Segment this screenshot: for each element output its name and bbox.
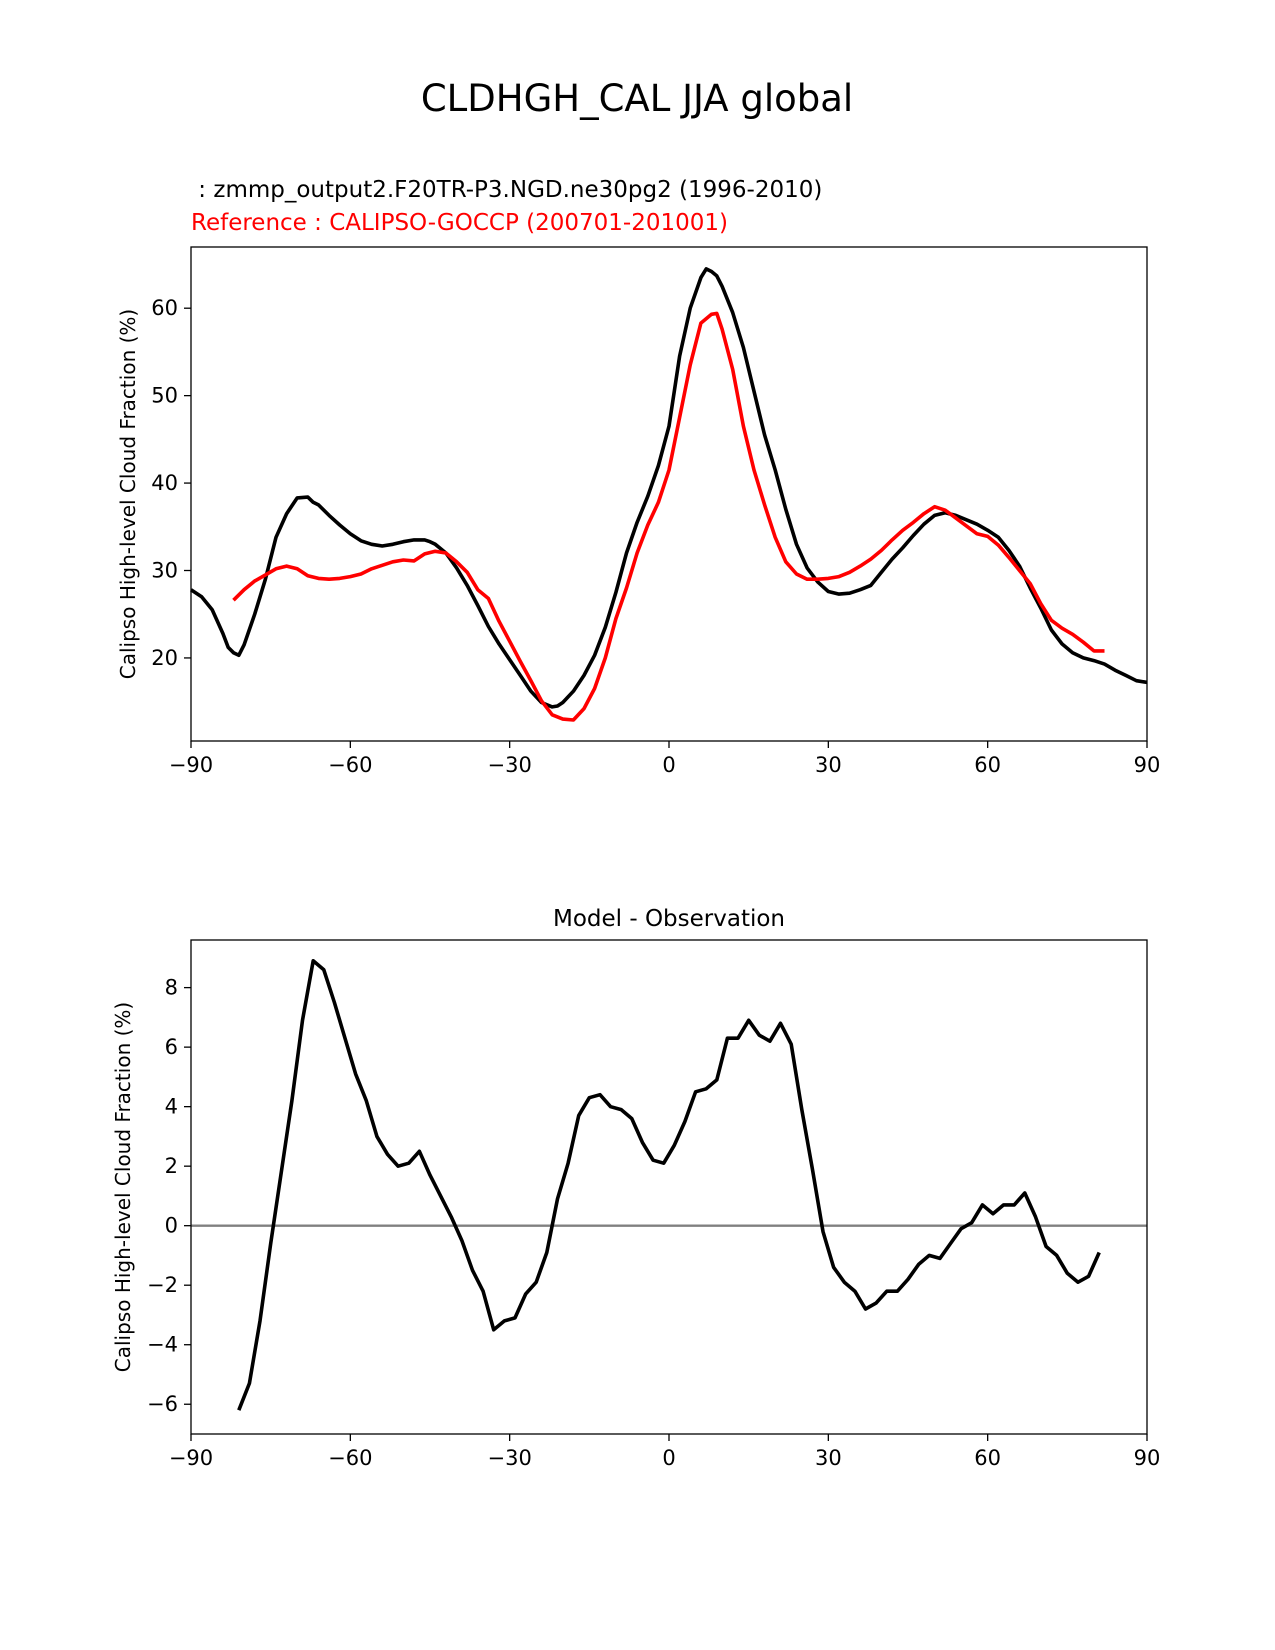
y-tick-label: 50 bbox=[151, 384, 178, 408]
top-line-panel: : zmmp_output2.F20TR-P3.NGD.ne30pg2 (199… bbox=[116, 177, 1160, 777]
reference-series-line bbox=[232, 311, 1105, 722]
x-tick-label: −60 bbox=[328, 753, 372, 777]
y-tick-label: 40 bbox=[151, 471, 178, 495]
top-plot-frame bbox=[190, 246, 1148, 742]
x-tick-label: 60 bbox=[974, 753, 1001, 777]
top-y-axis-label: Calipso High-level Cloud Fraction (%) bbox=[116, 309, 140, 679]
x-tick-label: 30 bbox=[815, 1446, 842, 1470]
model-title: : zmmp_output2.F20TR-P3.NGD.ne30pg2 (199… bbox=[191, 177, 822, 203]
x-tick-label: −90 bbox=[169, 1446, 213, 1470]
x-tick-label: 0 bbox=[662, 1446, 675, 1470]
y-tick-label: 6 bbox=[165, 1035, 178, 1059]
top-y-axis: 20 30 40 50 60 bbox=[151, 296, 191, 670]
y-tick-label: −4 bbox=[147, 1333, 178, 1357]
x-tick-label: −90 bbox=[169, 753, 213, 777]
figure-suptitle: CLDHGH_CAL JJA global bbox=[421, 77, 853, 120]
bottom-plot-frame bbox=[190, 939, 1148, 1435]
x-tick-label: 90 bbox=[1134, 1446, 1161, 1470]
x-tick-label: −60 bbox=[328, 1446, 372, 1470]
top-plot-marks bbox=[190, 267, 1148, 722]
y-tick-label: 20 bbox=[151, 646, 178, 670]
y-tick-label: −2 bbox=[147, 1273, 178, 1297]
x-tick-label: 30 bbox=[815, 753, 842, 777]
bottom-plot-marks bbox=[191, 959, 1147, 1411]
bottom-x-axis: −90 −60 −30 0 30 60 90 bbox=[169, 1434, 1161, 1470]
y-tick-label: 60 bbox=[151, 296, 178, 320]
x-tick-label: 90 bbox=[1134, 753, 1161, 777]
y-tick-label: 2 bbox=[165, 1154, 178, 1178]
top-x-axis: −90 −60 −30 0 30 60 90 bbox=[169, 741, 1161, 777]
difference-title: Model - Observation bbox=[553, 906, 785, 932]
x-tick-label: 0 bbox=[662, 753, 675, 777]
model-series-line bbox=[190, 267, 1148, 709]
y-tick-label: 0 bbox=[165, 1214, 178, 1238]
bottom-difference-panel: Model - Observation Calipso High-level C… bbox=[111, 906, 1160, 1470]
bottom-y-axis-label: Calipso High-level Cloud Fraction (%) bbox=[111, 1002, 135, 1372]
y-tick-label: −6 bbox=[147, 1392, 178, 1416]
reference-title: Reference : CALIPSO-GOCCP (200701-201001… bbox=[191, 210, 728, 236]
x-tick-label: −30 bbox=[488, 753, 532, 777]
y-tick-label: 8 bbox=[165, 976, 178, 1000]
x-tick-label: 60 bbox=[974, 1446, 1001, 1470]
difference-series-line bbox=[237, 959, 1101, 1411]
y-tick-label: 30 bbox=[151, 559, 178, 583]
x-tick-label: −30 bbox=[488, 1446, 532, 1470]
bottom-y-axis: −6 −4 −2 0 2 4 6 8 bbox=[147, 976, 191, 1416]
y-tick-label: 4 bbox=[165, 1095, 178, 1119]
